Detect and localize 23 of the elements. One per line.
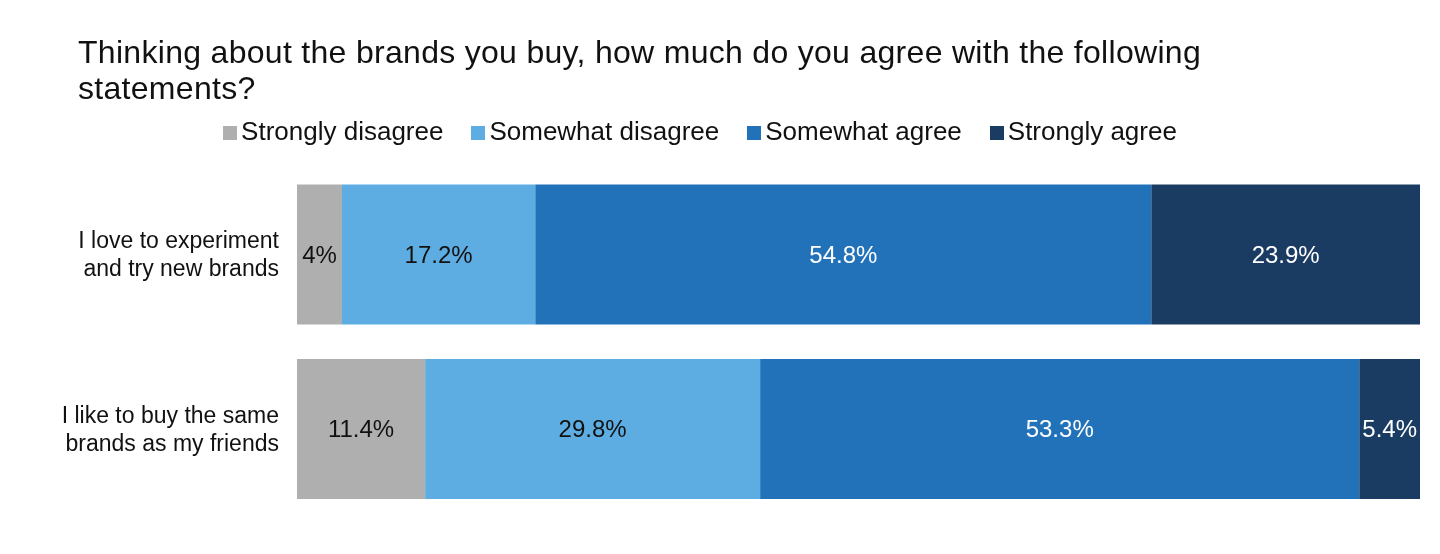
data-label: 23.9% [1251,240,1320,268]
bar [1359,358,1420,499]
data-label: 54.8% [809,240,878,268]
bar [760,358,1360,499]
legend-label: Somewhat disagree [489,116,720,146]
data-label: 5.4% [1362,415,1417,443]
data-label: 4% [302,240,337,268]
bar [425,358,761,499]
data-label: 29.8% [558,415,627,443]
bar [297,184,342,325]
data-label: 53.3% [1025,415,1094,443]
y-tick-label: I like to buy the same brands as my friends [61,401,279,456]
bar [1151,184,1420,325]
legend-label: Strongly agree [1007,116,1177,146]
bar [297,358,426,499]
data-label: 11.4% [327,415,395,443]
bar [535,184,1152,325]
chart-title: Thinking about the brands you buy, how much do you agree with the following statements? [77,33,1203,106]
data-label: 17.2% [404,240,473,268]
legend-label: Strongly disagree [241,116,444,146]
y-tick-label: I love to experiment and try new brands [78,227,280,282]
legend-label: Somewhat agree [765,116,962,146]
bar [341,184,536,325]
